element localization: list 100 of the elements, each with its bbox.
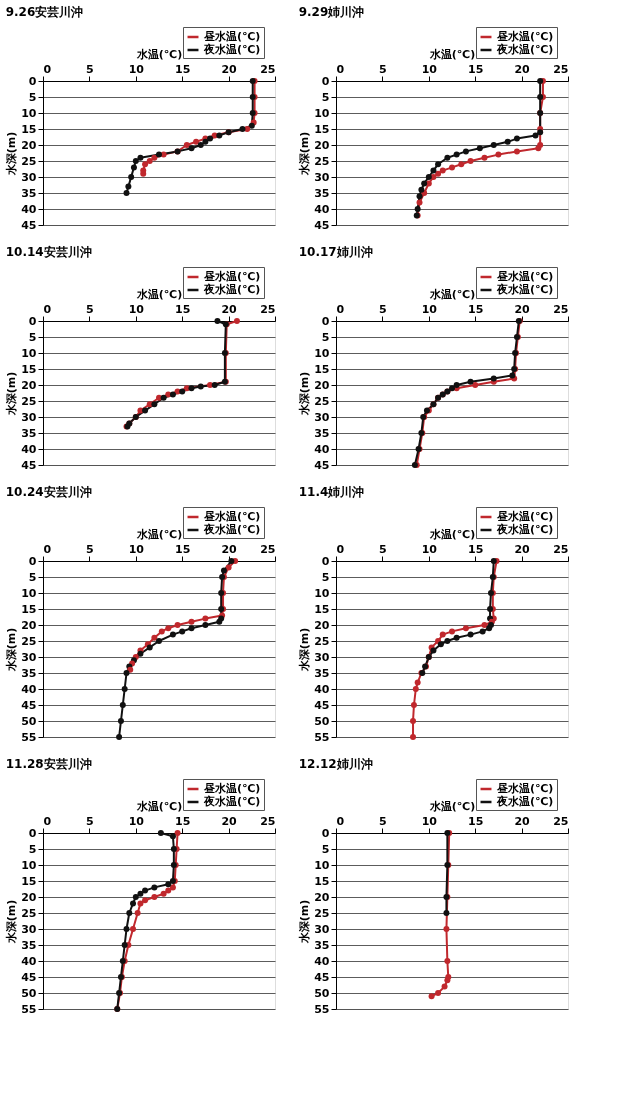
y-tick-label: 30	[314, 170, 330, 184]
y-tick-label: 30	[314, 650, 330, 664]
legend-label: 昼水温(℃)	[496, 30, 554, 43]
y-tick-label: 35	[21, 426, 37, 440]
y-tick-label: 20	[21, 378, 37, 392]
legend-label: 昼水温(℃)	[496, 782, 554, 795]
chart-title: 10.17姉川沖	[298, 244, 373, 259]
y-tick-label: 30	[21, 410, 37, 424]
y-tick-label: 0	[321, 74, 330, 88]
legend-label: 昼水温(℃)	[496, 270, 554, 283]
chart-title: 12.12姉川沖	[298, 756, 373, 771]
legend-label: 夜水温(℃)	[496, 43, 554, 56]
x-tick-label: 10	[421, 814, 438, 828]
legend-label: 昼水温(℃)	[203, 270, 261, 283]
x-tick-label: 20	[514, 542, 531, 556]
x-axis-title: 水温(℃)	[428, 47, 476, 61]
y-tick-label: 5	[321, 330, 330, 344]
y-tick-label: 10	[314, 586, 330, 600]
x-tick-label: 25	[553, 302, 569, 316]
y-axis-title: 水深(m)	[5, 627, 19, 673]
x-tick-label: 5	[379, 814, 387, 828]
y-tick-label: 40	[21, 442, 37, 456]
chart-title: 11.4姉川沖	[298, 484, 365, 499]
y-tick-label: 15	[21, 874, 37, 888]
y-axis-title: 水深(m)	[298, 371, 312, 417]
y-tick-label: 50	[314, 714, 330, 728]
y-tick-label: 20	[314, 618, 330, 632]
y-tick-label: 5	[321, 570, 330, 584]
y-tick-label: 25	[314, 394, 330, 408]
chart-title: 9.26安芸川沖	[5, 4, 84, 19]
x-tick-label: 25	[260, 814, 276, 828]
x-tick-label: 5	[86, 542, 94, 556]
x-tick-label: 0	[336, 542, 345, 556]
y-tick-label: 25	[21, 634, 37, 648]
x-tick-label: 25	[260, 62, 276, 76]
x-tick-label: 5	[86, 302, 94, 316]
y-tick-label: 40	[314, 682, 330, 696]
y-tick-label: 25	[314, 154, 330, 168]
y-tick-label: 5	[28, 90, 37, 104]
y-tick-label: 20	[21, 618, 37, 632]
y-tick-label: 5	[321, 90, 330, 104]
y-tick-label: 15	[314, 874, 330, 888]
x-tick-label: 20	[514, 814, 531, 828]
y-tick-label: 35	[314, 938, 330, 952]
y-tick-label: 45	[21, 458, 37, 472]
y-tick-label: 20	[314, 378, 330, 392]
x-tick-label: 10	[128, 302, 145, 316]
y-tick-label: 40	[314, 442, 330, 456]
y-tick-label: 0	[28, 826, 37, 840]
y-tick-label: 20	[314, 890, 330, 904]
x-tick-label: 25	[553, 542, 569, 556]
y-tick-label: 15	[21, 122, 37, 136]
x-tick-label: 25	[260, 542, 276, 556]
y-tick-label: 0	[28, 314, 37, 328]
x-tick-label: 10	[421, 542, 438, 556]
x-tick-label: 15	[175, 814, 191, 828]
x-tick-label: 0	[43, 542, 52, 556]
y-axis-title: 水深(m)	[5, 371, 19, 417]
y-tick-label: 30	[21, 922, 37, 936]
y-tick-label: 15	[21, 602, 37, 616]
x-tick-label: 5	[379, 542, 387, 556]
y-axis-title: 水深(m)	[298, 131, 312, 177]
y-tick-label: 15	[314, 602, 330, 616]
legend-label: 夜水温(℃)	[203, 43, 261, 56]
y-tick-label: 25	[21, 906, 37, 920]
y-tick-label: 55	[21, 730, 37, 744]
y-tick-label: 45	[314, 970, 330, 984]
chart-title: 9.29姉川沖	[298, 4, 365, 19]
y-tick-label: 40	[314, 202, 330, 216]
y-tick-label: 45	[21, 218, 37, 232]
y-tick-label: 10	[21, 858, 37, 872]
y-tick-label: 20	[314, 138, 330, 152]
y-tick-label: 45	[314, 698, 330, 712]
y-tick-label: 40	[21, 202, 37, 216]
x-tick-label: 5	[379, 62, 387, 76]
y-axis-title: 水深(m)	[298, 627, 312, 673]
y-tick-label: 40	[21, 954, 37, 968]
x-tick-label: 25	[260, 302, 276, 316]
y-tick-label: 35	[314, 666, 330, 680]
legend-label: 夜水温(℃)	[496, 523, 554, 536]
x-tick-label: 5	[379, 302, 387, 316]
x-tick-label: 20	[221, 542, 238, 556]
x-tick-label: 0	[43, 814, 52, 828]
x-tick-label: 20	[221, 302, 238, 316]
x-tick-label: 15	[468, 542, 484, 556]
x-tick-label: 0	[336, 814, 345, 828]
chart-title: 11.28安芸川沖	[5, 756, 92, 771]
x-tick-label: 20	[221, 62, 238, 76]
x-tick-label: 15	[468, 302, 484, 316]
legend-label: 夜水温(℃)	[496, 795, 554, 808]
legend-label: 昼水温(℃)	[203, 30, 261, 43]
y-tick-label: 40	[314, 954, 330, 968]
x-tick-label: 10	[421, 302, 438, 316]
chart-title: 10.24安芸川沖	[5, 484, 92, 499]
x-tick-label: 15	[468, 814, 484, 828]
y-tick-label: 10	[21, 346, 37, 360]
x-tick-label: 0	[336, 62, 345, 76]
x-axis-title: 水温(℃)	[135, 287, 183, 301]
x-tick-label: 0	[336, 302, 345, 316]
y-tick-label: 45	[314, 218, 330, 232]
